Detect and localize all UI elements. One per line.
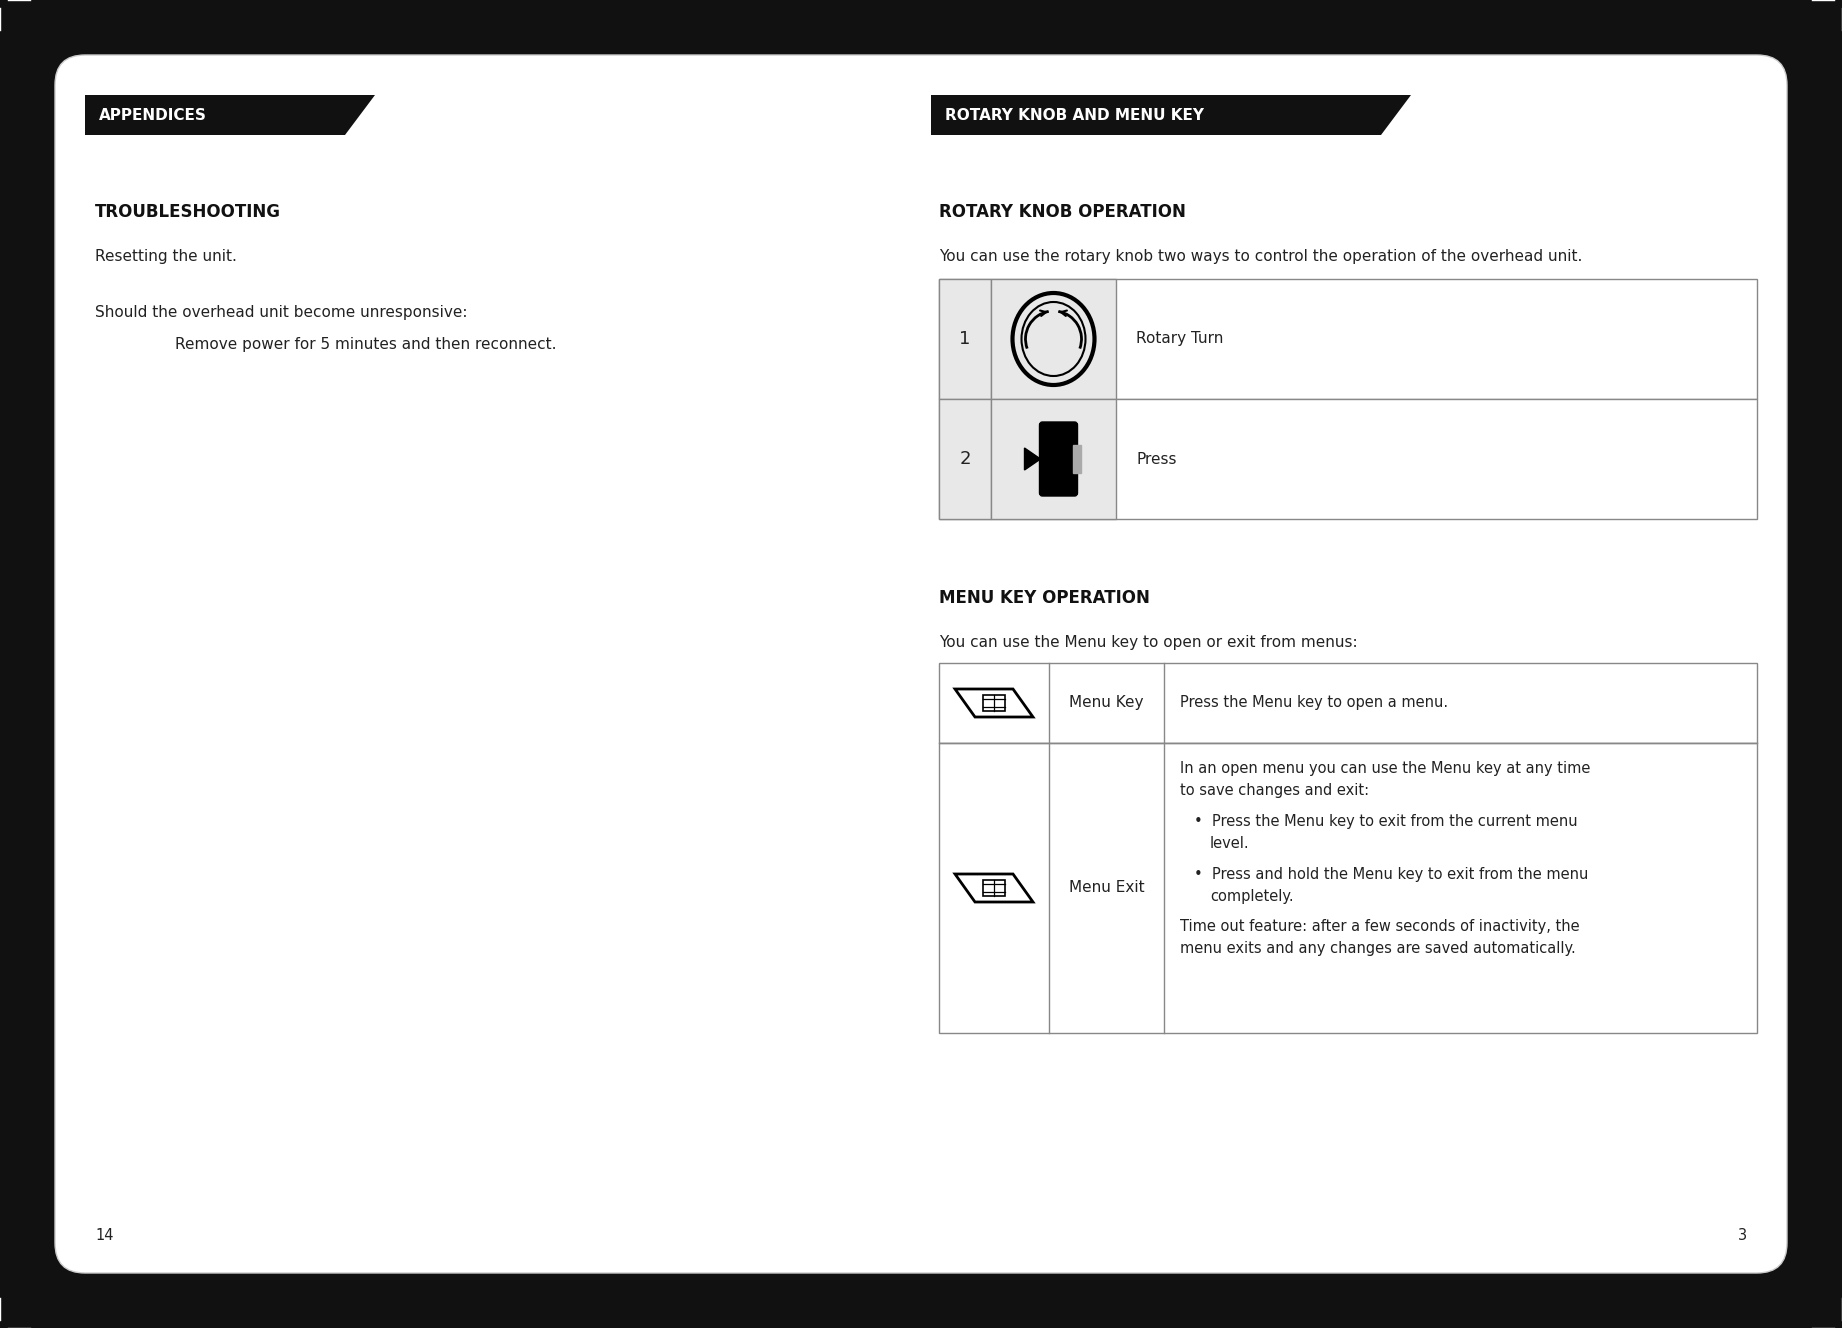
Bar bbox=[939, 279, 991, 398]
Text: completely.: completely. bbox=[1210, 888, 1293, 903]
Polygon shape bbox=[85, 96, 376, 135]
Text: 2: 2 bbox=[960, 450, 971, 467]
Polygon shape bbox=[1024, 448, 1041, 470]
FancyBboxPatch shape bbox=[55, 54, 1787, 1274]
Text: to save changes and exit:: to save changes and exit: bbox=[1181, 784, 1369, 798]
Bar bbox=[984, 695, 1006, 710]
Text: Remove power for 5 minutes and then reconnect.: Remove power for 5 minutes and then reco… bbox=[175, 337, 556, 352]
Text: 14: 14 bbox=[96, 1228, 114, 1243]
Text: 3: 3 bbox=[1737, 1228, 1746, 1243]
Text: You can use the Menu key to open or exit from menus:: You can use the Menu key to open or exit… bbox=[939, 635, 1358, 649]
Bar bbox=[991, 398, 1116, 519]
Text: ROTARY KNOB AND MENU KEY: ROTARY KNOB AND MENU KEY bbox=[945, 108, 1205, 122]
Text: APPENDICES: APPENDICES bbox=[99, 108, 206, 122]
Text: MENU KEY OPERATION: MENU KEY OPERATION bbox=[939, 590, 1149, 607]
Text: level.: level. bbox=[1210, 835, 1249, 851]
Bar bbox=[984, 880, 1006, 896]
Text: Menu Exit: Menu Exit bbox=[1068, 880, 1144, 895]
Text: Should the overhead unit become unresponsive:: Should the overhead unit become unrespon… bbox=[96, 305, 468, 320]
Text: Time out feature: after a few seconds of inactivity, the: Time out feature: after a few seconds of… bbox=[1181, 919, 1580, 935]
Text: Press the Menu key to open a menu.: Press the Menu key to open a menu. bbox=[1181, 696, 1448, 710]
Text: Menu Key: Menu Key bbox=[1068, 696, 1144, 710]
Bar bbox=[939, 663, 1757, 742]
Text: In an open menu you can use the Menu key at any time: In an open menu you can use the Menu key… bbox=[1181, 761, 1590, 776]
Bar bbox=[939, 279, 1757, 398]
Text: 1: 1 bbox=[960, 329, 971, 348]
Bar bbox=[991, 279, 1116, 398]
Text: Resetting the unit.: Resetting the unit. bbox=[96, 250, 238, 264]
Bar bbox=[939, 398, 1757, 519]
Polygon shape bbox=[930, 96, 1411, 135]
FancyBboxPatch shape bbox=[1039, 422, 1078, 495]
Bar bbox=[939, 742, 1757, 1033]
Text: TROUBLESHOOTING: TROUBLESHOOTING bbox=[96, 203, 282, 220]
Text: menu exits and any changes are saved automatically.: menu exits and any changes are saved aut… bbox=[1181, 942, 1575, 956]
Text: ROTARY KNOB OPERATION: ROTARY KNOB OPERATION bbox=[939, 203, 1186, 220]
Text: Rotary Turn: Rotary Turn bbox=[1137, 332, 1223, 347]
Text: Press: Press bbox=[1137, 452, 1177, 466]
Bar bbox=[1072, 445, 1081, 473]
Text: •  Press and hold the Menu key to exit from the menu: • Press and hold the Menu key to exit fr… bbox=[1194, 867, 1588, 882]
Text: •  Press the Menu key to exit from the current menu: • Press the Menu key to exit from the cu… bbox=[1194, 814, 1577, 829]
Bar bbox=[939, 398, 991, 519]
Text: You can use the rotary knob two ways to control the operation of the overhead un: You can use the rotary knob two ways to … bbox=[939, 250, 1582, 264]
